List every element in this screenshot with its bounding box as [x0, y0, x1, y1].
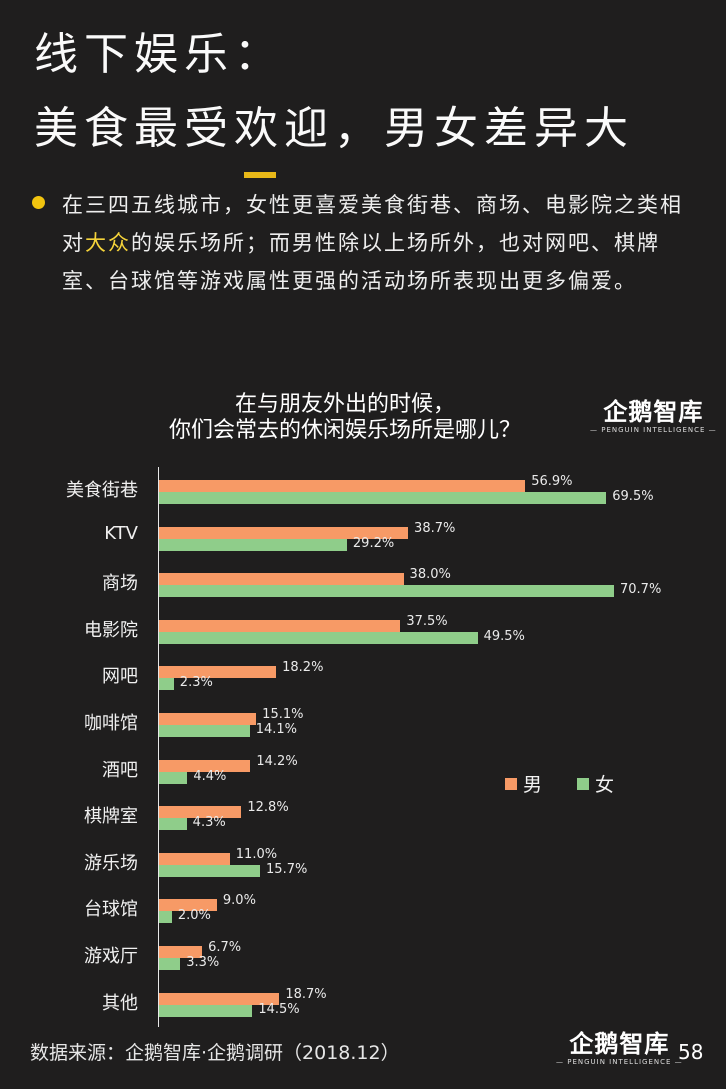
chart-row: 电影院 37.5% 49.5% [0, 610, 726, 656]
legend-male: 男 [505, 770, 542, 797]
page-number: 58 [678, 1040, 704, 1064]
chart-row: 商场 38.0% 70.7% [0, 563, 726, 609]
value-label-male: 56.9% [531, 474, 573, 489]
value-label-male: 11.0% [235, 846, 278, 862]
value-label-male: 6.7% [208, 940, 242, 955]
bar-male [159, 852, 230, 865]
bar-male [159, 619, 401, 632]
bar-male [159, 480, 526, 492]
category-label: 其他 [102, 992, 138, 1014]
y-axis-line [158, 467, 159, 1027]
chart-title-line-1: 在与朋友外出的时候， [234, 392, 455, 417]
legend-male-label: 男 [523, 774, 543, 796]
value-label-male: 37.5% [406, 613, 448, 629]
logo-cn: 企鹅智库 [569, 1030, 670, 1058]
bar-female [159, 911, 172, 924]
bar-female [159, 864, 261, 877]
category-label: 游乐场 [84, 852, 138, 874]
bar-male [159, 992, 280, 1005]
category-label: 咖啡馆 [84, 713, 138, 734]
chart-row: 酒吧 14.2% 4.4% [0, 750, 726, 796]
value-label-female: 14.5% [258, 1001, 300, 1017]
category-label: KTV [104, 522, 138, 544]
bar-male [159, 806, 242, 819]
chart-title: 在与朋友外出的时候， 你们会常去的休闲娱乐场所是哪儿？ [120, 392, 570, 444]
bar-male [159, 573, 404, 586]
bar-female [159, 585, 614, 598]
bar-female [159, 631, 478, 644]
value-label-female: 4.4% [193, 768, 227, 784]
category-label: 酒吧 [102, 759, 138, 781]
bar-male [159, 713, 257, 725]
value-label-male: 18.2% [282, 660, 324, 676]
value-label-female: 2.3% [179, 675, 213, 691]
category-label: 台球馆 [84, 899, 138, 921]
desc-highlight: 大众 [85, 231, 131, 255]
chart-row: 网吧 18.2% 2.3% [0, 656, 726, 702]
logo-cn: 企鹅智库 [603, 398, 704, 426]
bar-female [159, 771, 188, 784]
chart-row: 台球馆 9.0% 2.0% [0, 889, 726, 935]
value-label-female: 15.7% [266, 861, 308, 877]
category-label: 棋牌室 [84, 806, 138, 828]
value-label-male: 15.1% [262, 707, 304, 722]
logo-en: — PENGUIN INTELLIGENCE — [556, 1058, 683, 1066]
category-label: 商场 [102, 573, 138, 595]
value-label-female: 3.3% [186, 955, 220, 970]
bar-male [159, 666, 277, 679]
chart-row: 游乐场 11.0% 15.7% [0, 843, 726, 889]
legend-male-swatch [505, 777, 517, 790]
category-label: 美食街巷 [66, 480, 138, 501]
category-label: 网吧 [102, 666, 138, 688]
description-text: 在三四五线城市，女性更喜爱美食街巷、商场、电影院之类相对大众的娱乐场所；而男性除… [62, 186, 702, 300]
bar-female [159, 958, 181, 970]
penguin-logo-top: 企鹅智库 — PENGUIN INTELLIGENCE — [590, 398, 717, 434]
value-label-female: 2.0% [177, 908, 211, 924]
chart-title-line-2: 你们会常去的休闲娱乐场所是哪儿？ [168, 418, 521, 443]
value-label-female: 69.5% [612, 489, 654, 504]
category-label: 电影院 [84, 619, 138, 641]
chart-row: 游戏厅 6.7% 3.3% [0, 936, 726, 982]
bar-female [159, 492, 607, 504]
bar-male [159, 899, 217, 912]
data-source: 数据来源：企鹅智库·企鹅调研（2018.12） [30, 1042, 400, 1064]
bar-male [159, 759, 251, 772]
value-label-female: 49.5% [483, 628, 525, 644]
desc-part1: 在三四五线城市，女性更喜爱美食街巷、商场、电影院之类相对 [62, 193, 683, 255]
category-label: 游戏厅 [84, 946, 138, 967]
bar-female [159, 678, 174, 691]
chart-row: 咖啡馆 15.1% 14.1% [0, 703, 726, 749]
value-label-male: 18.7% [285, 986, 327, 1002]
value-label-female: 4.3% [192, 815, 226, 831]
value-label-male: 38.0% [409, 567, 451, 583]
legend-female-swatch [577, 777, 589, 790]
title-line-1: 线下娱乐： [34, 29, 284, 80]
desc-part2: 的娱乐场所；而男性除以上场所外，也对网吧、棋牌室、台球馆等游戏属性更强的活动场所… [62, 231, 660, 293]
chart-row: KTV 38.7% 29.2% [0, 517, 726, 563]
bar-male [159, 946, 203, 958]
bar-female [159, 538, 347, 551]
title-underline [244, 172, 276, 178]
chart-row: 其他 18.7% 14.5% [0, 983, 726, 1029]
chart-row: 美食街巷 56.9% 69.5% [0, 470, 726, 516]
value-label-female: 70.7% [620, 582, 662, 598]
value-label-male: 38.7% [414, 520, 456, 536]
value-label-female: 14.1% [255, 722, 298, 737]
bar-female [159, 818, 187, 831]
bar-female [159, 725, 250, 737]
value-label-male: 9.0% [222, 893, 256, 909]
legend-female-label: 女 [595, 774, 615, 796]
legend-female: 女 [577, 770, 614, 797]
value-label-female: 29.2% [352, 535, 395, 551]
chart-row: 棋牌室 12.8% 4.3% [0, 796, 726, 842]
bar-male [159, 526, 409, 539]
title-line-2: 美食最受欢迎，男女差异大 [34, 103, 634, 154]
logo-en: — PENGUIN INTELLIGENCE — [590, 426, 717, 434]
bullet-dot-icon [32, 196, 45, 209]
penguin-logo-bottom: 企鹅智库 — PENGUIN INTELLIGENCE — [556, 1030, 683, 1066]
bar-female [159, 1004, 253, 1017]
value-label-male: 12.8% [247, 800, 289, 816]
value-label-male: 14.2% [256, 753, 298, 769]
